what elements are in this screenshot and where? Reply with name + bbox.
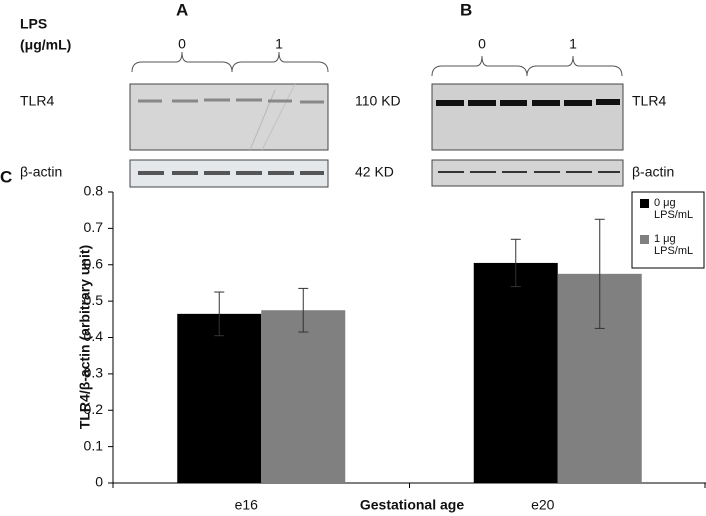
dose-label: 0 (478, 36, 486, 52)
bar (261, 310, 346, 483)
error-bar (510, 238, 521, 288)
y-tick-label: 0.5 (84, 292, 104, 308)
dose-label: 1 (569, 36, 577, 52)
lps-unit: (μg/mL) (20, 37, 71, 53)
error-bar (594, 218, 605, 329)
y-tick-label: 0 (95, 474, 103, 490)
panel-label: A (176, 0, 188, 19)
bar (473, 262, 558, 483)
y-tick-label: 0.8 (84, 183, 104, 199)
blot-a-tlr4 (129, 83, 329, 151)
legend-swatch (640, 235, 649, 244)
panel-label: C (0, 167, 12, 186)
braces (131, 51, 623, 77)
y-axis-label: TLR4/β-actin (arbitrary unit) (77, 245, 93, 429)
legend-label: 1 μg LPS/mL (654, 233, 694, 257)
bar (177, 313, 262, 483)
blot-label: β-actin (632, 164, 674, 180)
x-tick-label: e16 (235, 497, 259, 513)
blot-label: TLR4 (632, 93, 666, 109)
blot-label: TLR4 (20, 93, 54, 109)
blot-b-actin (431, 159, 624, 187)
dose-label: 0 (178, 36, 186, 52)
error-bar (214, 291, 225, 337)
blot-b-tlr4 (431, 83, 624, 151)
y-tick-label: 0.1 (84, 437, 104, 453)
size-label: 110 KD (355, 93, 401, 109)
size-label: 42 KD (355, 164, 394, 180)
x-axis-label: Gestational age (360, 497, 464, 513)
y-tick-label: 0.4 (84, 328, 104, 344)
x-tick-label: e20 (531, 497, 555, 513)
y-tick-label: 0.7 (84, 219, 104, 235)
y-tick-label: 0.3 (84, 365, 104, 381)
dose-label: 1 (275, 36, 283, 52)
error-bar (298, 287, 309, 333)
legend-label: 0 μg LPS/mL (654, 197, 694, 221)
blot-label: β-actin (20, 164, 62, 180)
lps-label: LPS (20, 16, 47, 32)
panel-label: B (460, 0, 472, 19)
legend-swatch (640, 199, 649, 208)
blot-a-actin (129, 159, 329, 188)
y-tick-label: 0.2 (84, 401, 104, 417)
y-tick-label: 0.6 (84, 255, 104, 271)
